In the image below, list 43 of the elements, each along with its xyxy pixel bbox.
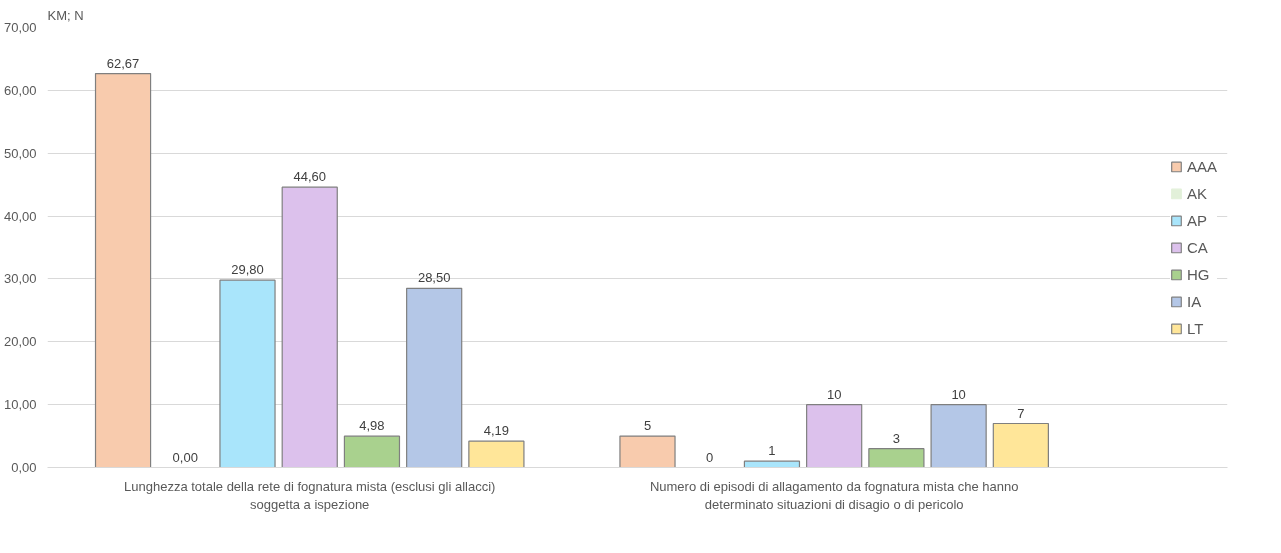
data-label: 4,19: [483, 423, 510, 439]
y-tick-label: 40,00: [3, 208, 37, 224]
bar: [930, 404, 987, 468]
data-label: 10: [826, 386, 842, 402]
bar: [992, 422, 1049, 468]
data-label: 44,60: [293, 169, 326, 185]
bar: [343, 435, 401, 468]
data-label: 28,50: [417, 270, 451, 286]
data-label: 5: [643, 418, 652, 434]
bar: [94, 72, 152, 468]
y-axis-title: KM; N: [47, 7, 84, 23]
data-label: 62,67: [106, 55, 140, 71]
x-tick-label: Numero di episodi di allagamento da fognatura mista che hanno determinato situazioni di disagio o di pericolo: [649, 478, 1019, 512]
bar: [468, 440, 525, 468]
legend-label: AAA: [1186, 157, 1217, 175]
legend-label: AP: [1186, 211, 1207, 229]
y-tick-label: 30,00: [3, 271, 37, 287]
bar: [806, 404, 863, 468]
bar: [868, 448, 925, 468]
legend-label: IA: [1186, 292, 1203, 310]
data-label: 0: [706, 449, 714, 465]
y-tick-label: 20,00: [3, 334, 37, 350]
y-tick-label: 70,00: [3, 20, 37, 35]
data-label: 0,00: [172, 449, 198, 465]
bar: [281, 186, 338, 468]
data-label: 1: [768, 443, 776, 459]
y-tick-label: 60,00: [3, 82, 37, 98]
legend-label: HG: [1186, 265, 1210, 283]
y-tick-label: 0,00: [11, 460, 37, 475]
y-tick-label: 10,00: [3, 397, 37, 413]
data-label: 7: [1017, 405, 1025, 421]
y-tick-label: 50,00: [3, 145, 37, 161]
bar: [406, 287, 463, 468]
legend-label: LT: [1186, 319, 1205, 337]
data-label: 10: [951, 386, 966, 402]
legend-label: CA: [1186, 238, 1208, 256]
legend-label: AK: [1186, 184, 1207, 202]
bar: [619, 435, 676, 468]
data-label: 3: [892, 430, 901, 446]
data-label: 4,98: [359, 418, 385, 434]
bar: [219, 279, 276, 468]
data-label: 29,80: [231, 262, 264, 278]
x-tick-label: Lunghezza totale della rete di fognatura mista (esclusi gli allacci) soggetta a ispezione: [124, 478, 496, 512]
